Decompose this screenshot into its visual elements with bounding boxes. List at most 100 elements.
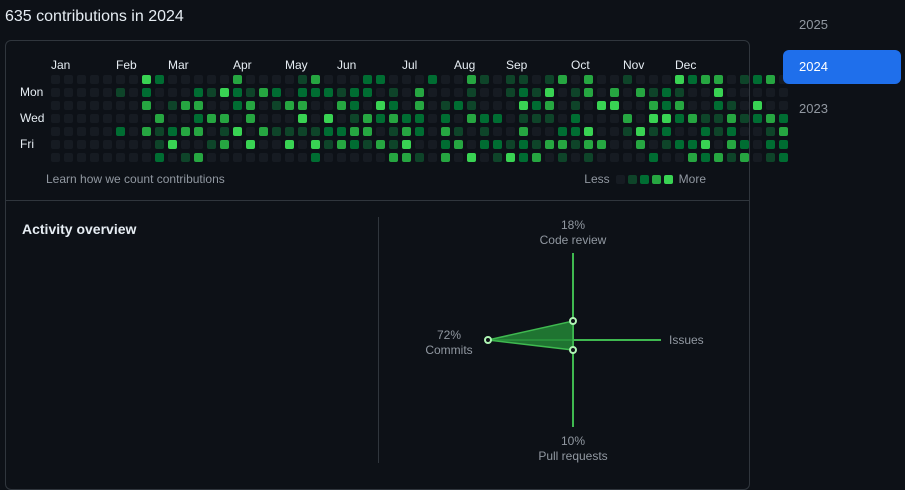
contribution-day-cell[interactable] xyxy=(402,114,411,123)
contribution-day-cell[interactable] xyxy=(142,114,151,123)
contribution-day-cell[interactable] xyxy=(246,114,255,123)
contribution-day-cell[interactable] xyxy=(415,114,424,123)
contribution-day-cell[interactable] xyxy=(402,101,411,110)
contribution-day-cell[interactable] xyxy=(324,101,333,110)
contribution-day-cell[interactable] xyxy=(337,153,346,162)
contribution-day-cell[interactable] xyxy=(233,114,242,123)
contribution-day-cell[interactable] xyxy=(623,88,632,97)
contribution-day-cell[interactable] xyxy=(610,114,619,123)
contribution-day-cell[interactable] xyxy=(623,75,632,84)
contribution-day-cell[interactable] xyxy=(584,127,593,136)
contribution-day-cell[interactable] xyxy=(285,88,294,97)
contribution-day-cell[interactable] xyxy=(285,101,294,110)
contribution-day-cell[interactable] xyxy=(766,153,775,162)
contribution-day-cell[interactable] xyxy=(51,114,60,123)
contribution-day-cell[interactable] xyxy=(779,153,788,162)
contribution-day-cell[interactable] xyxy=(480,127,489,136)
contribution-day-cell[interactable] xyxy=(77,140,86,149)
contribution-day-cell[interactable] xyxy=(454,88,463,97)
contribution-day-cell[interactable] xyxy=(571,153,580,162)
contribution-day-cell[interactable] xyxy=(272,88,281,97)
contribution-day-cell[interactable] xyxy=(207,101,216,110)
contribution-day-cell[interactable] xyxy=(363,140,372,149)
contribution-day-cell[interactable] xyxy=(181,114,190,123)
contribution-day-cell[interactable] xyxy=(389,75,398,84)
contribution-day-cell[interactable] xyxy=(649,75,658,84)
contribution-day-cell[interactable] xyxy=(532,127,541,136)
contribution-day-cell[interactable] xyxy=(753,153,762,162)
contribution-day-cell[interactable] xyxy=(298,75,307,84)
contribution-day-cell[interactable] xyxy=(558,127,567,136)
contribution-day-cell[interactable] xyxy=(584,101,593,110)
contribution-day-cell[interactable] xyxy=(480,101,489,110)
contribution-day-cell[interactable] xyxy=(610,75,619,84)
contribution-day-cell[interactable] xyxy=(766,88,775,97)
contribution-day-cell[interactable] xyxy=(402,153,411,162)
contribution-day-cell[interactable] xyxy=(701,153,710,162)
contribution-day-cell[interactable] xyxy=(64,114,73,123)
contribution-day-cell[interactable] xyxy=(441,75,450,84)
contribution-day-cell[interactable] xyxy=(415,88,424,97)
contribution-day-cell[interactable] xyxy=(753,114,762,123)
contribution-day-cell[interactable] xyxy=(155,101,164,110)
contribution-day-cell[interactable] xyxy=(402,88,411,97)
contribution-day-cell[interactable] xyxy=(519,88,528,97)
contribution-day-cell[interactable] xyxy=(584,75,593,84)
contribution-day-cell[interactable] xyxy=(194,153,203,162)
contribution-day-cell[interactable] xyxy=(207,153,216,162)
year-link-2024[interactable]: 2024 xyxy=(783,50,901,84)
contribution-day-cell[interactable] xyxy=(662,114,671,123)
contribution-day-cell[interactable] xyxy=(64,127,73,136)
contribution-day-cell[interactable] xyxy=(272,114,281,123)
contribution-day-cell[interactable] xyxy=(259,101,268,110)
contribution-day-cell[interactable] xyxy=(246,75,255,84)
contribution-day-cell[interactable] xyxy=(376,101,385,110)
contribution-day-cell[interactable] xyxy=(337,114,346,123)
contribution-day-cell[interactable] xyxy=(233,153,242,162)
contribution-day-cell[interactable] xyxy=(480,140,489,149)
contribution-day-cell[interactable] xyxy=(454,101,463,110)
contribution-day-cell[interactable] xyxy=(467,88,476,97)
contribution-day-cell[interactable] xyxy=(558,88,567,97)
contribution-day-cell[interactable] xyxy=(142,88,151,97)
contribution-day-cell[interactable] xyxy=(597,75,606,84)
contribution-day-cell[interactable] xyxy=(246,153,255,162)
contribution-day-cell[interactable] xyxy=(415,127,424,136)
contribution-day-cell[interactable] xyxy=(558,140,567,149)
contribution-day-cell[interactable] xyxy=(415,140,424,149)
contribution-day-cell[interactable] xyxy=(480,114,489,123)
contribution-day-cell[interactable] xyxy=(571,88,580,97)
contribution-day-cell[interactable] xyxy=(662,88,671,97)
contribution-day-cell[interactable] xyxy=(571,101,580,110)
contribution-day-cell[interactable] xyxy=(636,88,645,97)
contribution-day-cell[interactable] xyxy=(493,127,502,136)
contribution-day-cell[interactable] xyxy=(103,127,112,136)
contribution-day-cell[interactable] xyxy=(233,127,242,136)
contribution-day-cell[interactable] xyxy=(740,127,749,136)
contribution-day-cell[interactable] xyxy=(246,101,255,110)
contribution-day-cell[interactable] xyxy=(142,153,151,162)
contribution-day-cell[interactable] xyxy=(571,75,580,84)
contribution-day-cell[interactable] xyxy=(441,127,450,136)
contribution-day-cell[interactable] xyxy=(298,114,307,123)
contribution-day-cell[interactable] xyxy=(142,127,151,136)
contribution-day-cell[interactable] xyxy=(51,75,60,84)
contribution-day-cell[interactable] xyxy=(207,127,216,136)
contribution-day-cell[interactable] xyxy=(467,153,476,162)
contribution-day-cell[interactable] xyxy=(519,101,528,110)
contribution-day-cell[interactable] xyxy=(428,127,437,136)
contribution-day-cell[interactable] xyxy=(623,101,632,110)
contribution-day-cell[interactable] xyxy=(142,75,151,84)
contribution-day-cell[interactable] xyxy=(324,127,333,136)
contribution-day-cell[interactable] xyxy=(181,153,190,162)
contribution-day-cell[interactable] xyxy=(129,88,138,97)
contribution-day-cell[interactable] xyxy=(675,153,684,162)
contribution-day-cell[interactable] xyxy=(324,140,333,149)
contribution-day-cell[interactable] xyxy=(220,75,229,84)
contribution-day-cell[interactable] xyxy=(545,88,554,97)
contribution-day-cell[interactable] xyxy=(220,140,229,149)
contribution-day-cell[interactable] xyxy=(766,75,775,84)
contribution-day-cell[interactable] xyxy=(207,88,216,97)
contribution-day-cell[interactable] xyxy=(493,114,502,123)
contribution-day-cell[interactable] xyxy=(532,75,541,84)
